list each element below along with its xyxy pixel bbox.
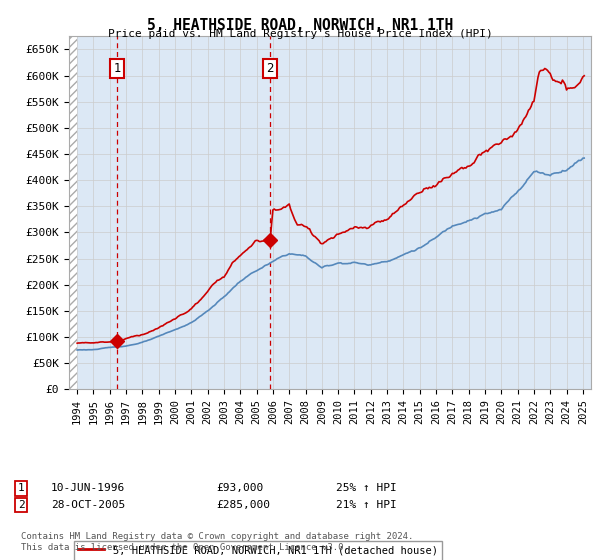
Bar: [69, 36, 77, 389]
Text: 5, HEATHSIDE ROAD, NORWICH, NR1 1TH: 5, HEATHSIDE ROAD, NORWICH, NR1 1TH: [147, 18, 453, 33]
Text: 10-JUN-1996: 10-JUN-1996: [51, 483, 125, 493]
Text: £285,000: £285,000: [216, 500, 270, 510]
Text: 2: 2: [266, 62, 274, 74]
Text: 25% ↑ HPI: 25% ↑ HPI: [336, 483, 397, 493]
Text: 2: 2: [17, 500, 25, 510]
Text: 21% ↑ HPI: 21% ↑ HPI: [336, 500, 397, 510]
Text: 1: 1: [17, 483, 25, 493]
Text: £93,000: £93,000: [216, 483, 263, 493]
Text: Price paid vs. HM Land Registry's House Price Index (HPI): Price paid vs. HM Land Registry's House …: [107, 29, 493, 39]
Text: Contains HM Land Registry data © Crown copyright and database right 2024.
This d: Contains HM Land Registry data © Crown c…: [21, 532, 413, 552]
Legend: 5, HEATHSIDE ROAD, NORWICH, NR1 1TH (detached house), HPI: Average price, detach: 5, HEATHSIDE ROAD, NORWICH, NR1 1TH (det…: [74, 541, 442, 560]
Text: 1: 1: [113, 62, 121, 74]
Text: 28-OCT-2005: 28-OCT-2005: [51, 500, 125, 510]
